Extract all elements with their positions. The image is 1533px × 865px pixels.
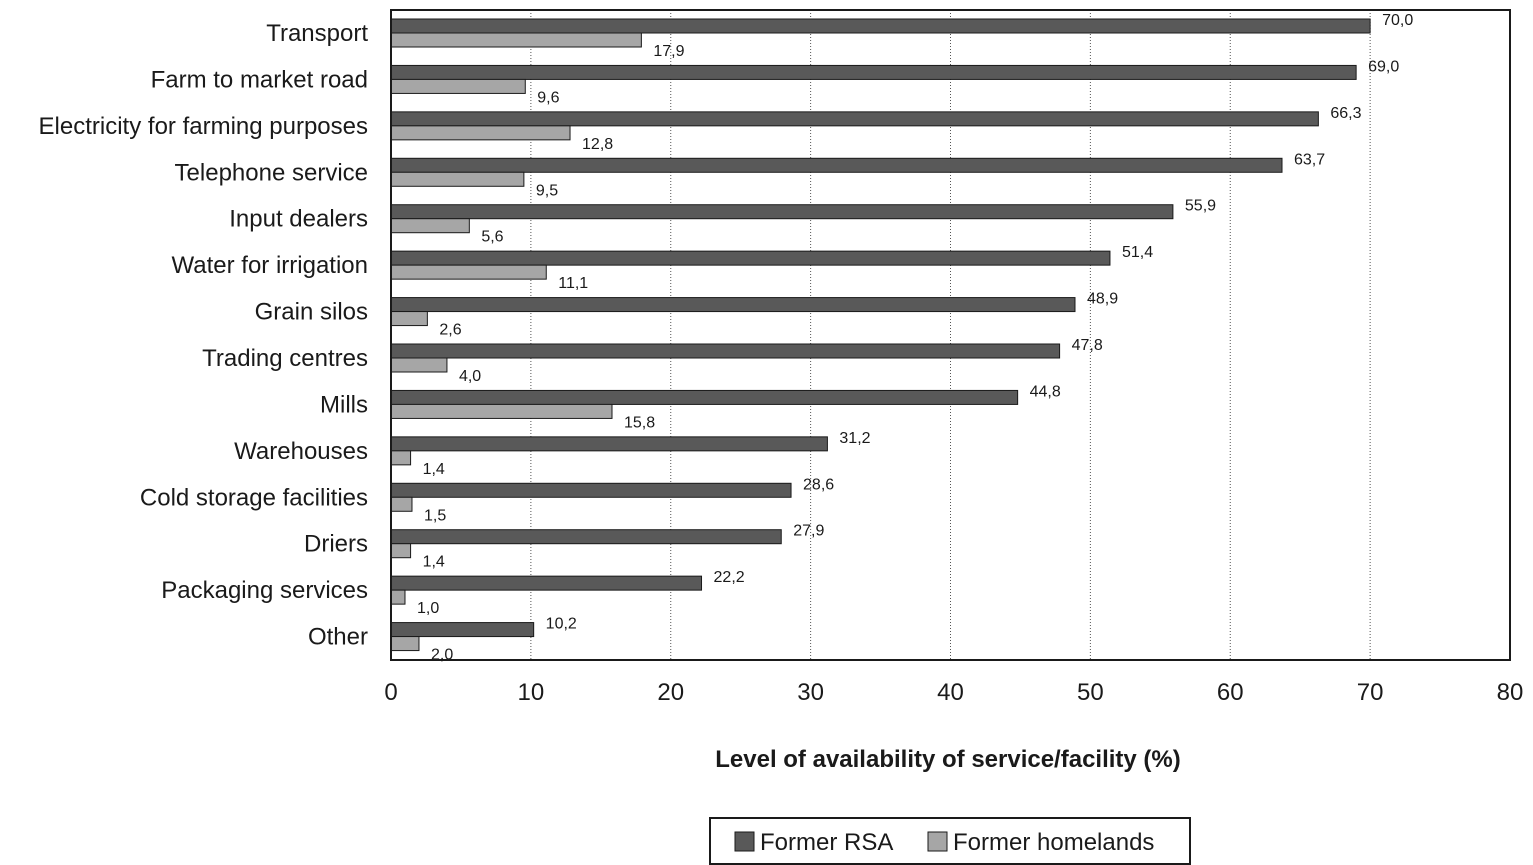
bar-former-rsa-telephone-service (390, 157, 1283, 173)
bar-former-rsa-water-for-irrigation (390, 250, 1111, 266)
x-tick-label-30: 30 (797, 679, 824, 706)
bar-former-homelands-input-dealers (390, 218, 470, 234)
category-label-grain-silos: Grain silos (255, 299, 368, 326)
data-label-former-homelands-trading-centres: 4,0 (459, 368, 481, 385)
category-label-trading-centres: Trading centres (202, 345, 368, 372)
x-tick-label-50: 50 (1077, 679, 1104, 706)
category-label-driers: Driers (304, 531, 368, 558)
data-label-former-homelands-water-for-irrigation: 11,1 (558, 275, 588, 292)
bar-former-homelands-packaging-services (390, 589, 406, 605)
data-label-former-homelands-other: 2,0 (431, 647, 453, 664)
legend: Former RSA Former homelands (709, 817, 1191, 865)
category-label-cold-storage-facilities: Cold storage facilities (140, 484, 368, 511)
data-label-former-homelands-mills: 15,8 (624, 414, 655, 431)
bar-former-homelands-farm-to-market-road (390, 78, 526, 94)
data-label-former-rsa-driers: 27,9 (793, 523, 824, 540)
category-label-farm-to-market-road: Farm to market road (151, 66, 368, 93)
legend-swatch-former-homelands (927, 831, 948, 852)
legend-swatch-former-rsa (734, 831, 755, 852)
data-label-former-rsa-warehouses: 31,2 (839, 430, 870, 447)
legend-label-former-homelands: Former homelands (953, 829, 1154, 856)
bar-former-rsa-packaging-services (390, 575, 703, 591)
category-label-electricity-for-farming-purposes: Electricity for farming purposes (39, 113, 368, 140)
bar-former-homelands-water-for-irrigation (390, 264, 547, 280)
x-tick-label-20: 20 (657, 679, 684, 706)
legend-label-former-rsa: Former RSA (760, 829, 893, 856)
data-labels: 70,0 17,9 69,0 9,6 66,3 12,8 63,7 9,5 55,9 5,6 51,… (417, 12, 1413, 664)
bar-former-rsa-transport (390, 18, 1371, 34)
x-tick-label-0: 0 (384, 679, 397, 706)
x-tick-label-70: 70 (1357, 679, 1384, 706)
bar-former-rsa-other (390, 622, 535, 638)
bar-former-homelands-grain-silos (390, 311, 428, 327)
bar-former-homelands-cold-storage-facilities (390, 496, 413, 512)
data-label-former-rsa-transport: 70,0 (1382, 12, 1413, 29)
category-label-input-dealers: Input dealers (229, 206, 368, 233)
x-tick-label-80: 80 (1497, 679, 1524, 706)
data-label-former-rsa-electricity-for-farming-purposes: 66,3 (1330, 105, 1361, 122)
x-tick-label-40: 40 (937, 679, 964, 706)
bar-former-homelands-mills (390, 403, 613, 419)
data-label-former-rsa-mills: 44,8 (1030, 383, 1061, 400)
data-label-former-homelands-input-dealers: 5,6 (481, 229, 503, 246)
data-label-former-rsa-input-dealers: 55,9 (1185, 198, 1216, 215)
x-tick-label-60: 60 (1217, 679, 1244, 706)
category-label-packaging-services: Packaging services (161, 577, 368, 604)
data-label-former-rsa-farm-to-market-road: 69,0 (1368, 58, 1399, 75)
bars (390, 18, 1371, 652)
category-label-telephone-service: Telephone service (175, 159, 368, 186)
data-label-former-homelands-farm-to-market-road: 9,6 (537, 89, 559, 106)
data-label-former-homelands-warehouses: 1,4 (423, 461, 445, 478)
grid-lines (530, 10, 1371, 660)
category-label-transport: Transport (266, 20, 368, 47)
x-tick-label-10: 10 (518, 679, 545, 706)
plot-area-frame (390, 9, 1511, 661)
bar-former-rsa-cold-storage-facilities (390, 482, 792, 498)
bar-former-homelands-trading-centres (390, 357, 448, 373)
bar-former-rsa-mills (390, 389, 1019, 405)
data-label-former-rsa-cold-storage-facilities: 28,6 (803, 476, 834, 493)
legend-frame (709, 817, 1191, 865)
bar-former-homelands-driers (390, 543, 412, 559)
data-label-former-rsa-other: 10,2 (546, 616, 577, 633)
data-label-former-homelands-grain-silos: 2,6 (439, 322, 461, 339)
bar-former-rsa-warehouses (390, 436, 828, 452)
x-axis-ticks: 0 10 20 30 40 50 60 70 80 (384, 679, 1523, 706)
category-label-warehouses: Warehouses (234, 438, 368, 465)
bar-former-rsa-grain-silos (390, 297, 1076, 313)
category-label-mills: Mills (320, 391, 368, 418)
bar-former-rsa-trading-centres (390, 343, 1061, 359)
data-label-former-homelands-driers: 1,4 (423, 554, 445, 571)
data-label-former-rsa-telephone-service: 63,7 (1294, 151, 1325, 168)
data-label-former-rsa-water-for-irrigation: 51,4 (1122, 244, 1153, 261)
bar-former-rsa-input-dealers (390, 204, 1174, 220)
bar-former-rsa-electricity-for-farming-purposes (390, 111, 1319, 127)
bar-former-rsa-driers (390, 529, 782, 545)
bar-former-homelands-other (390, 636, 420, 652)
data-label-former-rsa-grain-silos: 48,9 (1087, 291, 1118, 308)
bar-former-rsa-farm-to-market-road (390, 64, 1357, 80)
bar-former-homelands-electricity-for-farming-purposes (390, 125, 571, 141)
category-label-other: Other (308, 624, 368, 651)
data-label-former-homelands-packaging-services: 1,0 (417, 600, 439, 617)
data-label-former-homelands-electricity-for-farming-purposes: 12,8 (582, 136, 613, 153)
data-label-former-homelands-transport: 17,9 (653, 43, 684, 60)
data-label-former-homelands-telephone-service: 9,5 (536, 182, 558, 199)
data-label-former-homelands-cold-storage-facilities: 1,5 (424, 507, 446, 524)
x-axis-title: Level of availability of service/facilit… (715, 746, 1181, 773)
bar-former-homelands-telephone-service (390, 171, 525, 187)
bar-former-homelands-warehouses (390, 450, 412, 466)
category-label-water-for-irrigation: Water for irrigation (172, 252, 369, 279)
category-labels: Transport Farm to market road Electricity … (39, 20, 369, 651)
data-label-former-rsa-packaging-services: 22,2 (714, 569, 745, 586)
bar-former-homelands-transport (390, 32, 642, 48)
data-label-former-rsa-trading-centres: 47,8 (1072, 337, 1103, 354)
